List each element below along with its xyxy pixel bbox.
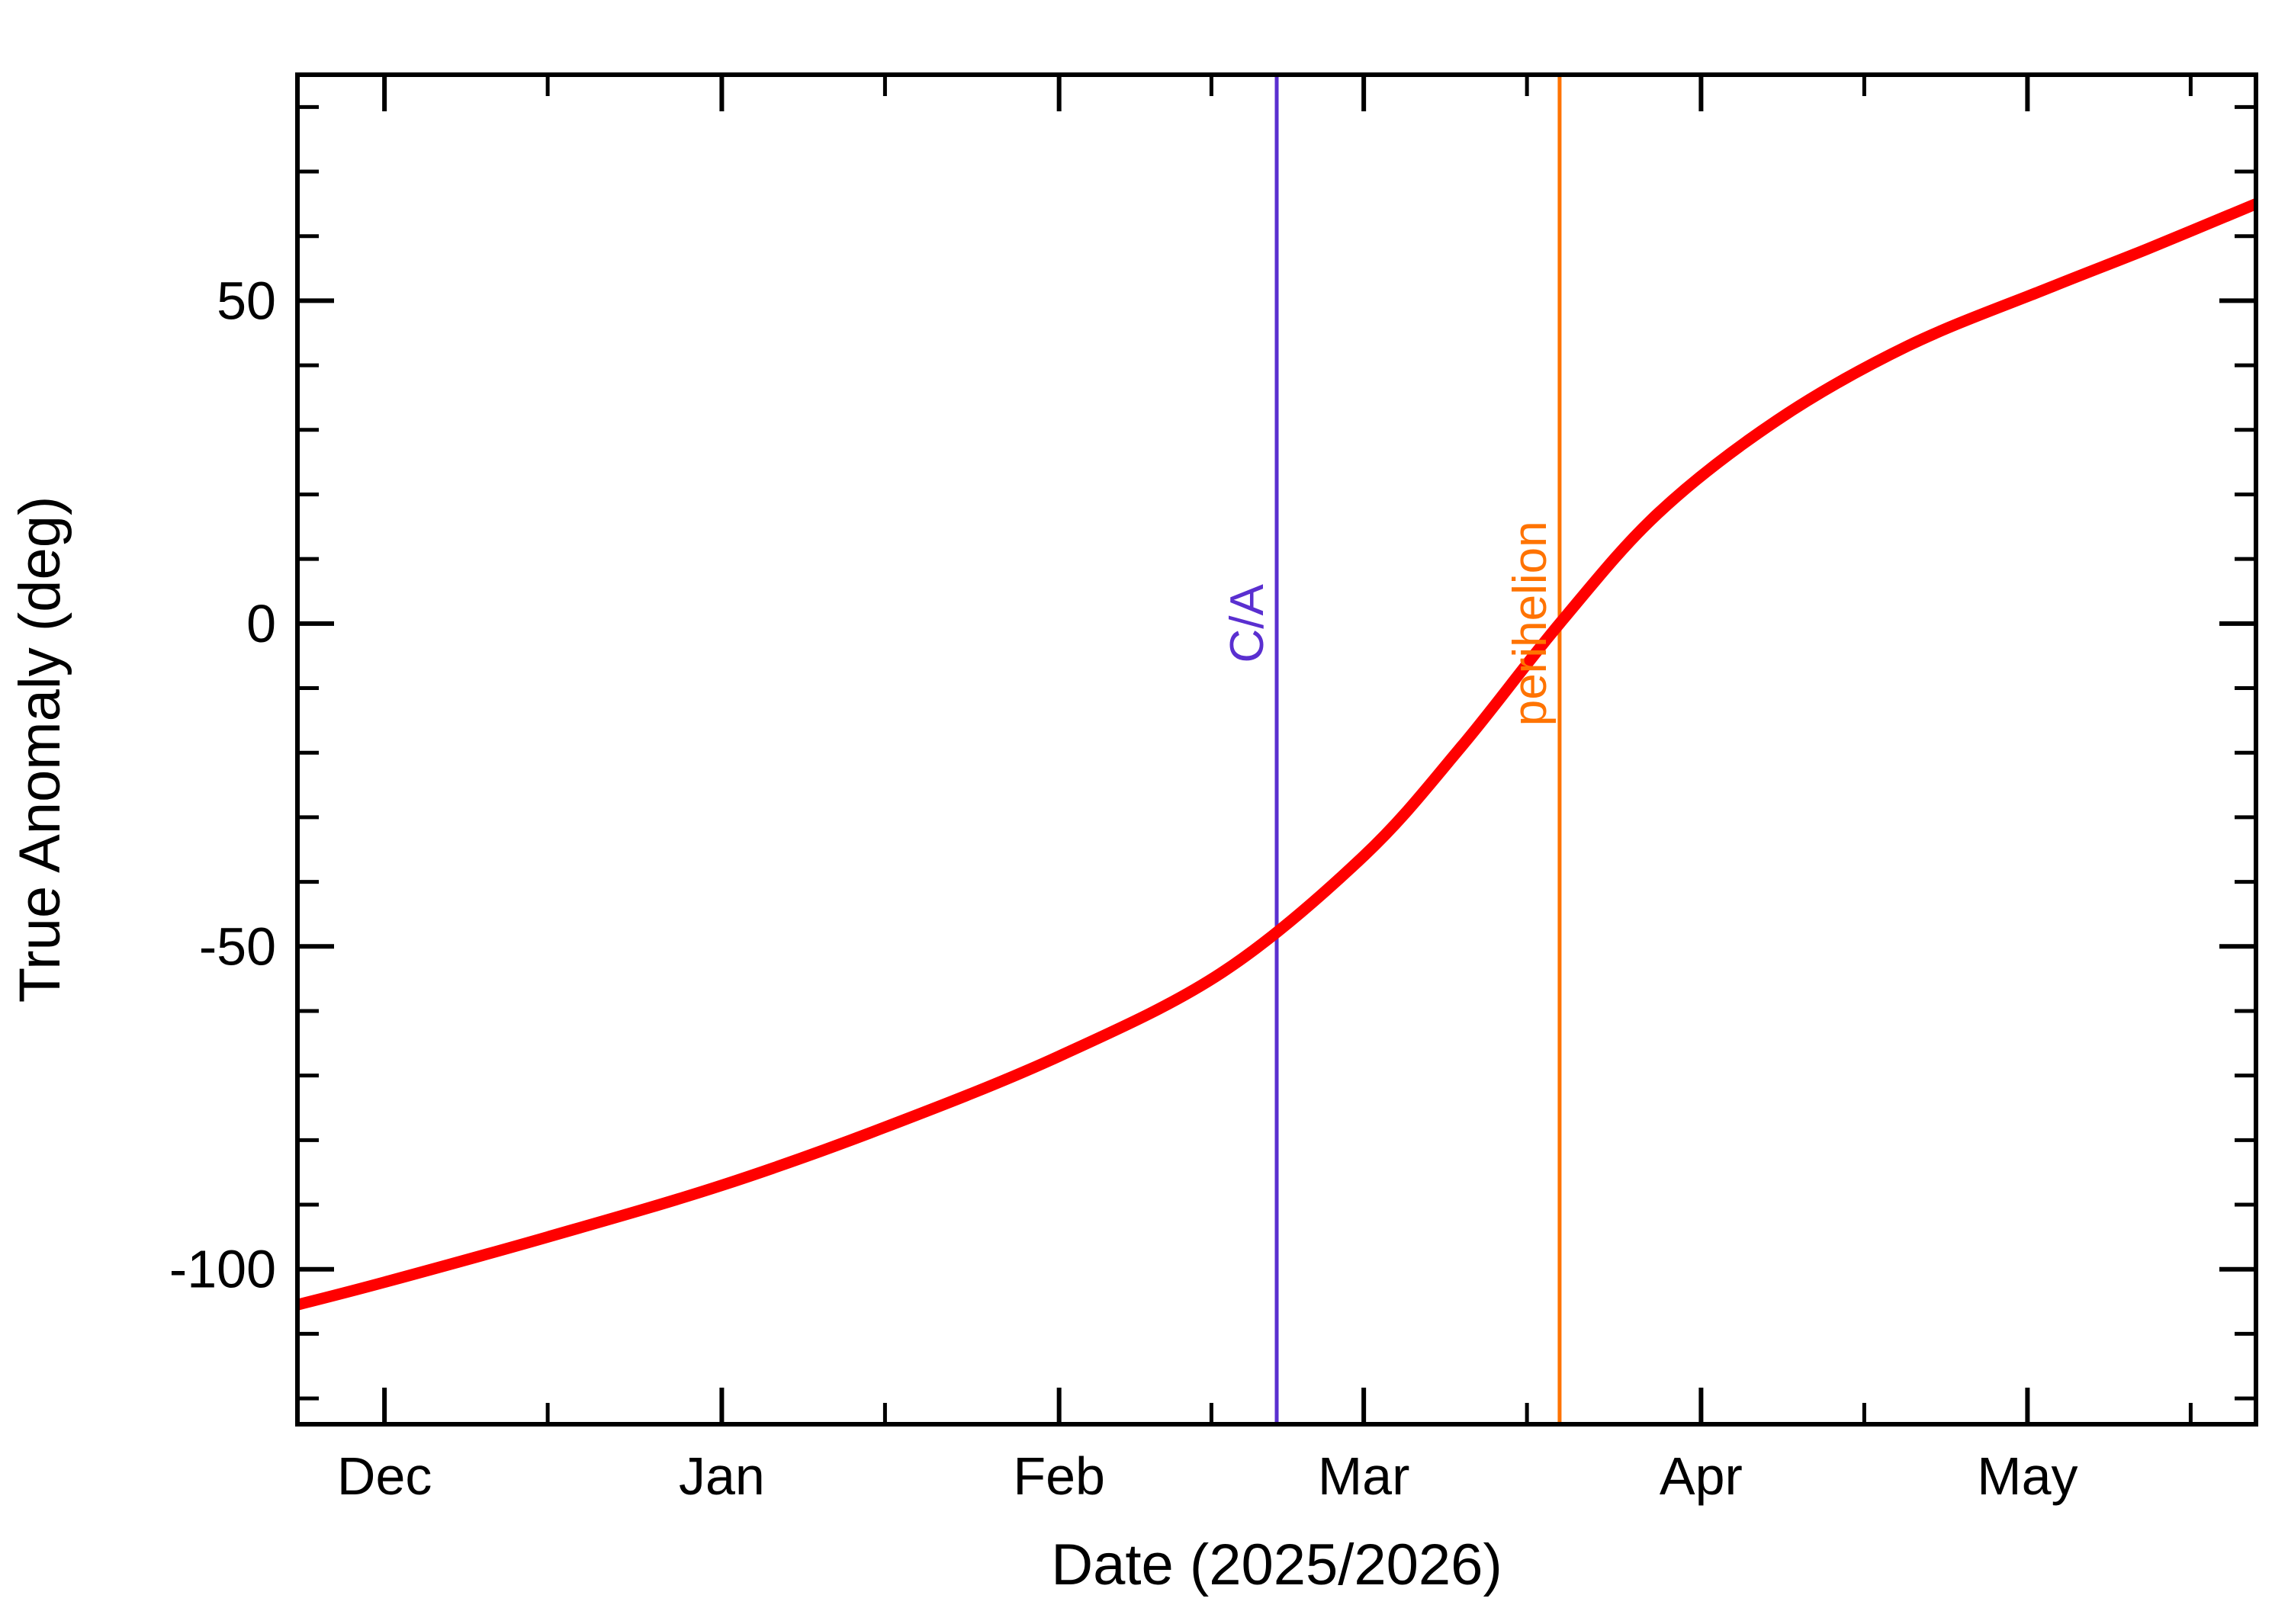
anomaly-curve [297,197,2256,1311]
x-tick-label: Mar [1318,1446,1410,1506]
perihelion-label: perihelion [1504,521,1557,726]
y-tick-labels: -100 -50 0 50 [169,271,276,1298]
y-tick-label: -50 [199,916,276,976]
x-tick-label: Feb [1013,1446,1105,1506]
annotation-lines [1274,75,1562,1424]
x-tick-label: Dec [337,1446,432,1506]
x-axis-ticks [382,75,2193,1424]
close-approach-label: C/A [1221,584,1274,663]
y-tick-label: 0 [246,594,276,653]
y-axis-ticks [297,104,2256,1401]
y-tick-label: -100 [169,1240,276,1299]
x-tick-label: Jan [679,1446,765,1506]
plot-frame [295,72,2258,1427]
x-axis-title: Date (2025/2026) [1051,1533,1502,1597]
x-tick-label: Apr [1660,1446,1743,1506]
y-tick-label: 50 [217,271,276,330]
x-tick-labels: Dec Jan Feb Mar Apr May [337,1446,2078,1506]
x-tick-label: May [1977,1446,2078,1506]
y-axis-title: True Anomaly (deg) [8,496,72,1003]
